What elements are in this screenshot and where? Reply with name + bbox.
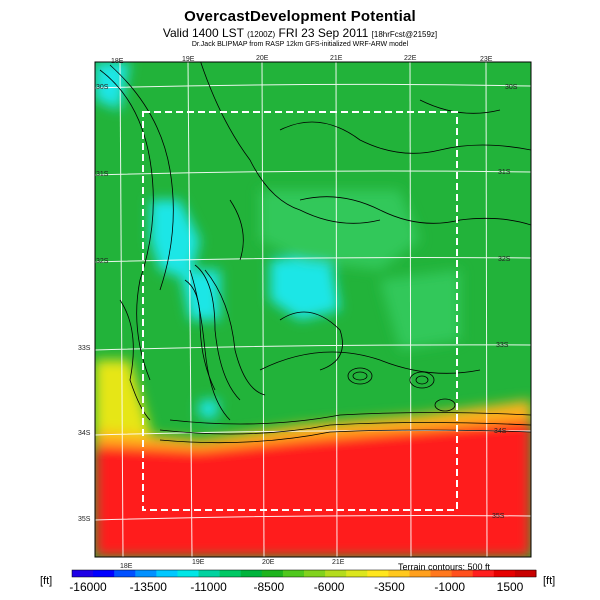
lat-label-left: 35S <box>78 516 91 523</box>
colorbar-swatch <box>304 570 326 577</box>
colorbar-label: 1500 <box>496 580 524 594</box>
terrain-note: Terrain contours: 500 ft <box>398 562 491 572</box>
lon-label-top: 19E <box>182 56 195 63</box>
lon-label-bottom: 18E <box>120 563 133 570</box>
lon-label-top: 23E <box>480 56 493 63</box>
map-frame <box>94 61 532 558</box>
model-credit: Dr.Jack BLIPMAP from RASP 12km GFS-initi… <box>191 41 409 48</box>
colorbar-swatch <box>240 570 263 577</box>
colorbar-swatch <box>493 570 516 577</box>
forecast-info: [18hrFcst@2159z] <box>371 30 438 39</box>
colorbar-label: -6000 <box>313 580 345 594</box>
colorbar-label: -16000 <box>69 580 107 594</box>
domain-boundary <box>142 111 458 511</box>
colorbar-swatch <box>177 570 200 577</box>
colorbar-swatch <box>409 570 432 577</box>
colorbar-swatch <box>325 570 347 577</box>
colorbar-label: -13500 <box>129 580 167 594</box>
colorbar-swatch <box>261 570 284 577</box>
lat-label-right: 30S <box>505 84 518 91</box>
colorbar-swatch <box>451 570 474 577</box>
lat-label-right: 34S <box>494 428 507 435</box>
lat-label-left: 30S <box>96 84 109 91</box>
colorbar <box>71 569 537 578</box>
lat-label-right: 33S <box>496 342 509 349</box>
lat-label-right: 32S <box>498 256 511 263</box>
lat-label-left: 32S <box>96 258 109 265</box>
colorbar-swatch <box>198 570 221 577</box>
colorbar-swatch <box>514 570 537 577</box>
colorbar-swatch <box>114 570 136 577</box>
colorbar-swatch <box>472 570 495 577</box>
colorbar-label: -1000 <box>434 580 466 594</box>
lon-label-bottom: 21E <box>332 559 345 566</box>
lat-label-right: 31S <box>498 169 511 176</box>
lat-label-left: 33S <box>78 345 91 352</box>
map-field <box>95 62 531 557</box>
lon-label-top: 20E <box>256 55 269 62</box>
lon-label-top: 18E <box>111 58 124 65</box>
colorbar-swatch <box>219 570 242 577</box>
colorbar-swatch <box>388 570 410 577</box>
lat-label-left: 34S <box>78 430 91 437</box>
colorbar-swatch <box>430 570 453 577</box>
valid-date: FRI 23 Sep 2011 <box>278 26 369 40</box>
colorbar-label: -8500 <box>253 580 285 594</box>
colorbar-swatch <box>93 570 115 577</box>
colorbar-swatch <box>346 570 368 577</box>
unit-left: [ft] <box>40 575 53 587</box>
unit-right: [ft] <box>543 575 556 587</box>
colorbar-swatch <box>135 570 157 577</box>
colorbar-outline <box>71 569 537 578</box>
lon-label-bottom: 19E <box>192 559 205 566</box>
colorbar-swatch <box>156 570 178 577</box>
colorbar-label: -11000 <box>190 580 227 594</box>
utc-time: (1200Z) <box>247 30 276 39</box>
colorbar-swatch <box>367 570 389 577</box>
map-subtitle: Valid 1400 LST (1200Z) FRI 23 Sep 2011 [… <box>0 26 600 40</box>
colorbar-label: -3500 <box>374 580 405 594</box>
colorbar-swatch <box>72 570 94 577</box>
lat-label-left: 31S <box>96 171 109 178</box>
lon-label-top: 22E <box>404 55 417 62</box>
map-title: OvercastDevelopment Potential <box>184 8 416 25</box>
field-patches <box>95 62 531 557</box>
lon-label-bottom: 20E <box>262 559 275 566</box>
valid-time: Valid 1400 LST <box>162 26 244 40</box>
colorbar-swatch <box>282 570 305 577</box>
lon-label-top: 21E <box>330 55 343 62</box>
lat-label-right: 35S <box>492 513 505 520</box>
